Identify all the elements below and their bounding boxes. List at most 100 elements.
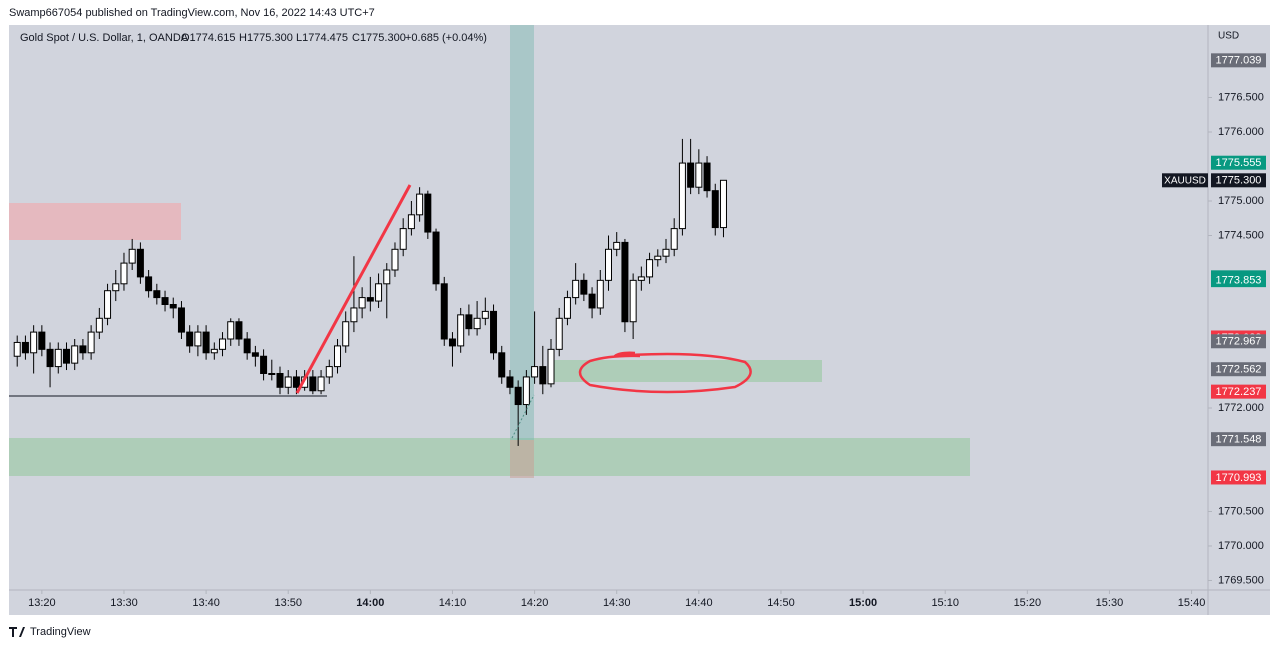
candle-body [490, 310, 498, 354]
position-line [511, 394, 535, 439]
candle-body [416, 193, 424, 216]
publish-header: Swamp667054 published on TradingView.com… [9, 7, 375, 19]
candle-body [128, 248, 136, 264]
candle-body [670, 228, 678, 250]
candle-body [104, 290, 112, 319]
legend-low: L1774.475 [296, 32, 348, 44]
price-tag [1211, 362, 1266, 377]
candle-body [333, 345, 341, 368]
x-tick-label: 15:30 [1096, 597, 1124, 609]
price-tag-label: 1772.237 [1216, 386, 1262, 398]
candle-body [251, 352, 259, 357]
price-tag-label: 1773.853 [1216, 275, 1262, 287]
candle-body [292, 376, 300, 388]
candle-body [646, 259, 654, 278]
legend-symbol: Gold Spot / U.S. Dollar, 1, OANDA [20, 32, 189, 44]
candle-body [202, 331, 210, 354]
candle-body [243, 338, 251, 354]
candle-body [79, 345, 87, 354]
x-tick-label: 15:00 [849, 597, 877, 609]
candle-body [498, 352, 506, 378]
x-tick-label: 14:20 [521, 597, 549, 609]
position-profit-band [510, 25, 534, 440]
candle-body [678, 162, 686, 230]
candle-body [514, 386, 522, 406]
price-tag-label: 1770.993 [1216, 472, 1262, 484]
candle-body [366, 297, 374, 302]
candle-body [268, 372, 276, 375]
candle-body [260, 355, 268, 374]
price-tag [1211, 173, 1266, 188]
y-tick-label: 1769.500 [1218, 574, 1264, 586]
price-tag [1211, 384, 1266, 399]
x-tick-label: 14:00 [356, 597, 384, 609]
legend-open: O1774.615 [181, 32, 235, 44]
candle-body [703, 162, 711, 192]
x-tick-label: 14:40 [685, 597, 713, 609]
candle-body [309, 376, 317, 392]
candle-body [662, 248, 670, 257]
price-tag [1211, 53, 1266, 68]
candle-body [481, 310, 489, 319]
supply-zone [9, 203, 181, 240]
candle-body [358, 297, 366, 309]
candle-body [539, 366, 547, 385]
x-tick-label: 13:20 [28, 597, 56, 609]
x-tick-label: 15:10 [931, 597, 959, 609]
candle-body [186, 331, 194, 347]
candle-body [177, 307, 185, 333]
plot-background [9, 25, 1208, 590]
candle-body [621, 241, 629, 323]
candle-body [613, 241, 621, 250]
demand-zone [549, 360, 822, 382]
candle-body [506, 376, 514, 388]
candle-body [448, 338, 456, 347]
candle-body [71, 345, 79, 364]
candle-body [547, 348, 555, 385]
price-tag-label: 1775.300 [1216, 175, 1262, 187]
candle-body [432, 231, 440, 285]
candle-body [580, 279, 588, 295]
candle-body [21, 341, 29, 354]
candle-body [695, 162, 703, 188]
time-axis-background [9, 590, 1208, 615]
x-tick-label: 14:50 [767, 597, 795, 609]
price-tag [1211, 470, 1266, 485]
candle-body [46, 348, 54, 368]
candle-body [719, 179, 727, 229]
x-tick-label: 13:40 [192, 597, 220, 609]
candle-body [572, 279, 580, 299]
candle-body [95, 317, 103, 333]
candle-body [30, 331, 38, 354]
candle-body [457, 314, 465, 347]
price-tag [1211, 334, 1266, 349]
x-tick-label: 15:40 [1178, 597, 1206, 609]
position-loss-band [510, 440, 534, 478]
candle-body [342, 321, 350, 347]
brand-logo [9, 627, 25, 637]
price-tag [1211, 273, 1266, 288]
candle-body [596, 279, 604, 309]
candle-body [13, 341, 21, 357]
demand-zone [9, 438, 970, 476]
candle-body [169, 303, 177, 309]
candle-body [375, 283, 383, 302]
price-tag [1211, 432, 1266, 447]
candle-body [473, 317, 481, 330]
x-tick-label: 13:50 [274, 597, 302, 609]
candle-body [555, 317, 563, 350]
candle-body [629, 279, 637, 323]
y-tick-label: 1776.000 [1218, 126, 1264, 138]
candle-body [317, 376, 325, 392]
candle-body [399, 228, 407, 250]
footer-brand: TradingView [30, 626, 91, 638]
candle-body [38, 331, 46, 350]
candle-body [284, 376, 292, 388]
price-tag-label: 1772.967 [1216, 336, 1262, 348]
price-tag-label: 1775.555 [1216, 157, 1262, 169]
y-tick-label: 1770.500 [1218, 505, 1264, 517]
x-tick-label: 14:10 [439, 597, 467, 609]
candle-body [120, 262, 128, 285]
candle-body [227, 321, 235, 340]
